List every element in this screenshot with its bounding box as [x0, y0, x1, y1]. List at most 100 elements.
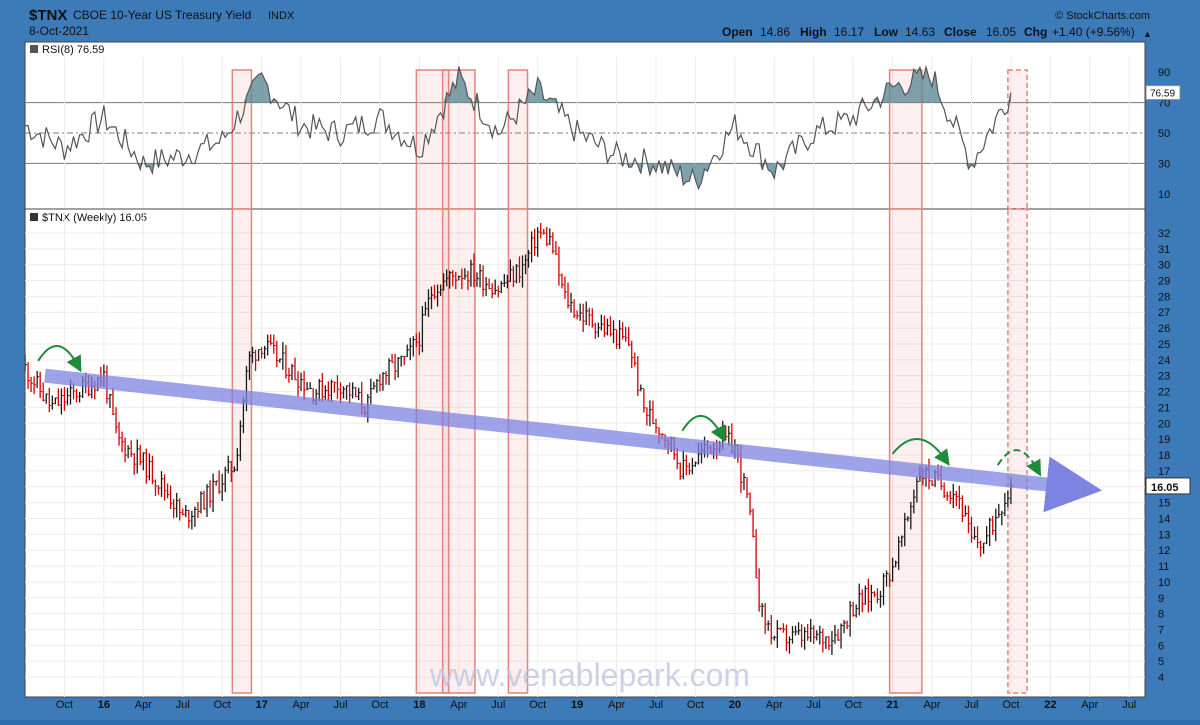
price-grid [25, 211, 1145, 697]
price-tick-label: 24 [1158, 355, 1170, 367]
x-tick-label: Oct [1002, 699, 1019, 711]
price-tick-label: 18 [1158, 450, 1170, 462]
x-tick-label: 21 [886, 699, 898, 711]
x-tick-label: Apr [135, 699, 152, 711]
watermark: www.venablepark.com [429, 657, 750, 693]
price-highlight-range [507, 208, 529, 694]
price-tick-label: 20 [1158, 418, 1170, 430]
x-tick-label: 17 [255, 699, 267, 711]
x-tick-label: 22 [1044, 699, 1056, 711]
rsi-zone-fill-above [25, 66, 1011, 103]
x-tick-label: 18 [413, 699, 425, 711]
price-tick-label: 12 [1158, 545, 1170, 557]
rsi-last-value-label: 76.59 [1150, 89, 1175, 100]
price-highlight-range [441, 208, 476, 694]
rsi-tick-label: 30 [1158, 158, 1170, 170]
low-value: 14.63 [905, 25, 935, 39]
close-label: Close [944, 25, 977, 39]
rsi-panel-title: RSI(8) 76.59 [30, 44, 104, 56]
price-tick-label: 5 [1158, 656, 1164, 668]
x-tick-label: Jul [491, 699, 505, 711]
trendline-arrow [44, 368, 1103, 513]
high-value: 16.17 [834, 25, 864, 39]
open-value: 14.86 [760, 25, 790, 39]
price-highlights [231, 208, 1028, 694]
x-tick-label: Jul [964, 699, 978, 711]
price-tick-label: 9 [1158, 593, 1164, 605]
rsi-panel-background [24, 41, 1146, 210]
x-tick-label: Jul [333, 699, 347, 711]
x-tick-label: Jul [176, 699, 190, 711]
price-tick-label: 26 [1158, 323, 1170, 335]
arc-annotation [681, 414, 726, 443]
rsi-fill [25, 66, 1011, 189]
x-tick-label: Oct [687, 699, 704, 711]
price-tick-label: 11 [1158, 561, 1169, 573]
close-value: 16.05 [986, 25, 1016, 39]
rsi-tick-label: 10 [1158, 189, 1170, 201]
collapse-arrow-icon[interactable]: ▲ [1143, 29, 1152, 39]
price-title-swatch [30, 213, 38, 221]
price-tick-label: 6 [1158, 640, 1164, 652]
x-tick-label: Jul [1122, 699, 1136, 711]
x-tick-label: Jul [649, 699, 663, 711]
security-name: CBOE 10-Year US Treasury Yield [73, 8, 251, 22]
price-tick-label: 7 [1158, 624, 1164, 636]
price-tick-label: 8 [1158, 609, 1164, 621]
rsi-y-axis: 10 30 50 70 90 76.59 [1145, 67, 1181, 201]
arc-annotation [37, 344, 82, 373]
trendline [44, 368, 1103, 513]
rsi-last-value-box [1145, 85, 1181, 101]
x-tick-label: Apr [1081, 699, 1098, 711]
x-tick-label: Oct [845, 699, 862, 711]
quote-line: Open 14.86 High 16.17 Low 14.63 Close 16… [722, 25, 1135, 39]
rsi-highlight-range [1007, 69, 1028, 210]
x-tick-label: Apr [766, 699, 783, 711]
arc-annotation [996, 449, 1042, 477]
chg-value: +1.40 (+9.56%) [1052, 25, 1135, 39]
low-label: Low [874, 25, 899, 39]
price-tick-label: 23 [1158, 371, 1170, 383]
x-tick-label: Apr [608, 699, 625, 711]
x-axis: Oct 16 Apr Jul Oct 17 Apr Jul Oct 18 Apr Jul Oct 19 Ap… [56, 699, 1136, 711]
rsi-title-swatch [30, 45, 38, 53]
x-tick-label: Apr [450, 699, 467, 711]
price-highlight-range [231, 208, 253, 694]
price-tick-label: 10 [1158, 577, 1170, 589]
price-last-value-label: 16.05 [1151, 482, 1179, 494]
price-y-axis: 4567891011121314151617181920212223242526… [1145, 228, 1191, 684]
price-tick-label: 22 [1158, 387, 1170, 399]
date-label: 8-Oct-2021 [29, 24, 89, 38]
symbol-label: $TNX [29, 7, 67, 24]
price-tick-label: 25 [1158, 339, 1170, 351]
rsi-tick-label: 90 [1158, 67, 1170, 79]
rsi-highlight-range [507, 69, 529, 210]
x-tick-label: Oct [214, 699, 231, 711]
price-tick-label: 21 [1158, 402, 1170, 414]
exchange-label: INDX [268, 10, 295, 22]
high-label: High [800, 25, 827, 39]
price-panel-background [24, 208, 1146, 698]
price-tick-label: 31 [1158, 244, 1170, 256]
x-tick-label: 20 [729, 699, 741, 711]
price-tick-label: 4 [1158, 672, 1164, 684]
x-tick-label: 19 [571, 699, 583, 711]
price-tick-label: 29 [1158, 276, 1170, 288]
x-tick-label: Oct [529, 699, 546, 711]
rsi-series [25, 64, 1012, 191]
open-label: Open [722, 25, 753, 39]
price-title: $TNX (Weekly) 16.05 [42, 212, 147, 224]
arc-annotation [891, 438, 950, 466]
price-tick-label: 14 [1158, 513, 1170, 525]
rsi-tick-label: 50 [1158, 128, 1170, 140]
price-tick-label: 28 [1158, 291, 1170, 303]
source-label: © StockCharts.com [1055, 10, 1150, 22]
price-tick-label: 19 [1158, 434, 1170, 446]
x-tick-label: Jul [807, 699, 821, 711]
price-tick-label: 32 [1158, 228, 1170, 240]
price-tick-label: 30 [1158, 260, 1170, 272]
chart-header: $TNX CBOE 10-Year US Treasury Yield INDX… [29, 7, 1152, 39]
x-tick-label: Oct [56, 699, 73, 711]
